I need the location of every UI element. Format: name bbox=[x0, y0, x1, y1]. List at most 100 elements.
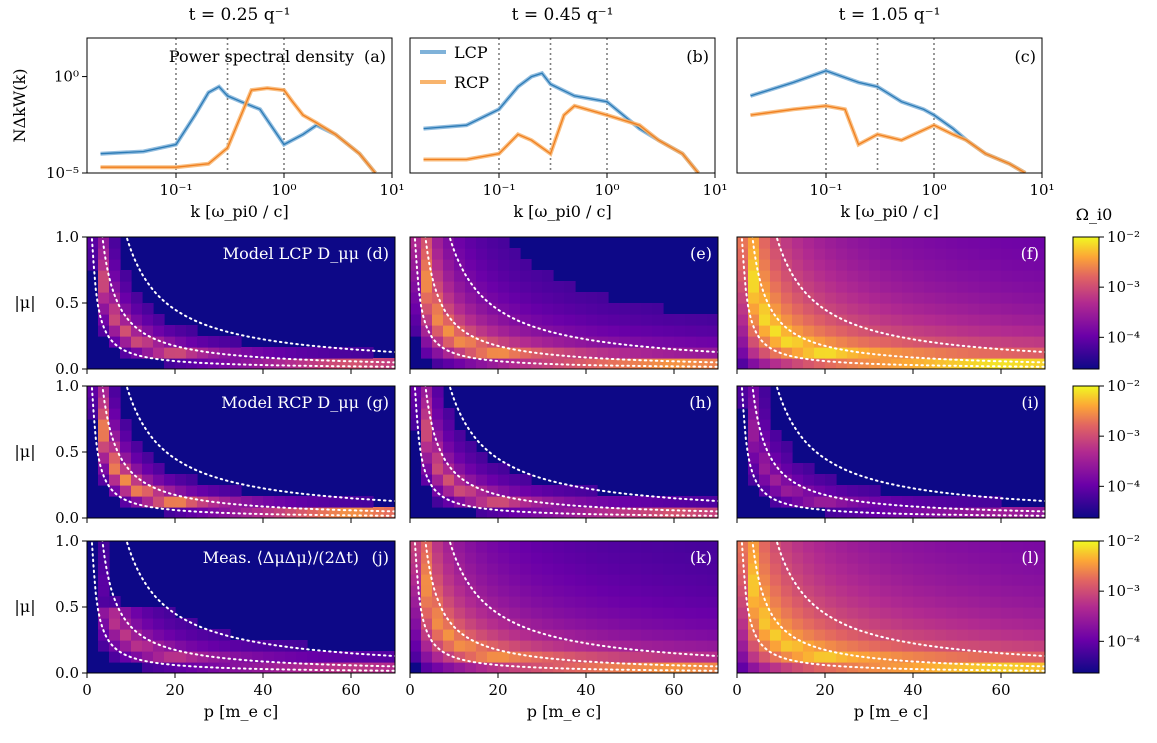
heatmap-cell bbox=[586, 596, 598, 608]
heatmap-cell bbox=[652, 629, 664, 641]
heatmap-cell bbox=[836, 248, 848, 260]
heatmap-cell bbox=[935, 607, 947, 619]
heatmap-cell bbox=[175, 325, 187, 337]
heatmap-cell bbox=[443, 270, 455, 282]
heatmap-cell bbox=[825, 563, 837, 575]
heatmap-cell bbox=[465, 303, 477, 315]
heatmap-cell bbox=[781, 441, 793, 453]
heatmap-cell bbox=[142, 485, 154, 497]
heatmap-cell bbox=[825, 640, 837, 652]
heatmap-cell bbox=[924, 574, 936, 586]
heatmap-cell bbox=[847, 574, 859, 586]
panel-tag: (g) bbox=[366, 393, 389, 412]
heatmap-cell bbox=[410, 651, 422, 663]
heatmap-cell bbox=[351, 358, 363, 369]
heatmap-cell bbox=[362, 347, 374, 359]
heatmap-cell bbox=[759, 574, 771, 586]
heatmap-cell bbox=[531, 336, 543, 348]
heatmap-cell bbox=[814, 474, 826, 486]
heatmap-cell bbox=[421, 463, 433, 475]
heatmap-cell bbox=[208, 662, 220, 673]
heatmap-cell bbox=[454, 585, 466, 597]
heatmap-cell bbox=[520, 507, 532, 518]
heatmap-cell bbox=[858, 585, 870, 597]
heatmap-cell bbox=[990, 496, 1002, 508]
heatmap-cell bbox=[902, 596, 914, 608]
heatmap-cell bbox=[153, 325, 165, 337]
heatmap-cell bbox=[175, 662, 187, 673]
heatmap-cell bbox=[748, 463, 760, 475]
heatmap-cell bbox=[1023, 574, 1035, 586]
heatmap-cell bbox=[542, 640, 554, 652]
heatmap-cell bbox=[990, 662, 1002, 673]
heatmap-cell bbox=[520, 270, 532, 282]
heatmap-cell bbox=[553, 574, 565, 586]
heatmap-cell bbox=[476, 585, 488, 597]
heatmap-cell bbox=[1001, 651, 1013, 663]
heatmap-cell bbox=[759, 292, 771, 304]
heatmap-cell bbox=[465, 563, 477, 575]
heatmap-cell bbox=[847, 496, 859, 508]
heatmap-cell bbox=[285, 662, 297, 673]
heatmap-cell bbox=[432, 596, 444, 608]
heatmap-cell bbox=[120, 640, 132, 652]
resonance-curve bbox=[424, 237, 718, 364]
heatmap-cell bbox=[351, 507, 363, 518]
heatmap-cell bbox=[935, 574, 947, 586]
heatmap-cell bbox=[924, 314, 936, 326]
heatmap-cell bbox=[520, 336, 532, 348]
heatmap-cell bbox=[814, 585, 826, 597]
heatmap-cell bbox=[498, 496, 510, 508]
heatmap-cell bbox=[1023, 336, 1035, 348]
heatmap-cell bbox=[880, 292, 892, 304]
heatmap-cell bbox=[454, 552, 466, 564]
heatmap-cell bbox=[803, 563, 815, 575]
heatmap-cell bbox=[476, 651, 488, 663]
heatmap-cell bbox=[685, 640, 697, 652]
heatmap-cell bbox=[465, 585, 477, 597]
heatmap-cell bbox=[792, 629, 804, 641]
heatmap-cell bbox=[685, 358, 697, 369]
heatmap-cell bbox=[979, 292, 991, 304]
heatmap-cell bbox=[197, 640, 209, 652]
heatmap-cell bbox=[803, 618, 815, 630]
series-LCP-fit bbox=[749, 68, 1027, 173]
heatmap-cell bbox=[641, 552, 653, 564]
heatmap-cell bbox=[487, 474, 499, 486]
x-tick-label: 60 bbox=[664, 681, 683, 699]
heatmap-cell bbox=[803, 237, 815, 249]
heatmap-cell bbox=[979, 358, 991, 369]
heatmap-cell bbox=[737, 607, 749, 619]
heatmap-cell bbox=[498, 507, 510, 518]
heatmap-cell bbox=[443, 419, 455, 431]
heatmap-cell bbox=[957, 347, 969, 359]
heatmap-cell bbox=[120, 629, 132, 641]
heatmap-cell bbox=[990, 563, 1002, 575]
heatmap-cell bbox=[1012, 640, 1024, 652]
heatmap-cell bbox=[498, 585, 510, 597]
heatmap-cell bbox=[858, 270, 870, 282]
heatmap-cell bbox=[1034, 574, 1045, 586]
heatmap-cell bbox=[825, 496, 837, 508]
heatmap-cell bbox=[575, 314, 587, 326]
heatmap-cell bbox=[770, 259, 782, 271]
x-axis-label: p [m_e c] bbox=[854, 702, 929, 721]
heatmap-cell bbox=[1034, 607, 1045, 619]
heatmap-cell bbox=[1001, 336, 1013, 348]
heatmap-cell bbox=[685, 607, 697, 619]
heatmap-cell bbox=[1034, 507, 1045, 518]
heatmap-cell bbox=[520, 563, 532, 575]
heatmap-cell bbox=[968, 325, 980, 337]
heatmap-cell bbox=[263, 662, 275, 673]
heatmap-cell bbox=[564, 629, 576, 641]
heatmap-cell bbox=[652, 662, 664, 673]
heatmap-cell bbox=[968, 281, 980, 293]
heatmap-cell bbox=[98, 303, 110, 315]
heatmap-cell bbox=[153, 485, 165, 497]
heatmap-cell bbox=[825, 336, 837, 348]
heatmap-cell bbox=[1034, 248, 1045, 260]
heatmap-cell bbox=[263, 651, 275, 663]
heatmap-cell bbox=[120, 292, 132, 304]
heatmap-cell bbox=[1034, 563, 1045, 575]
heatmap-cell bbox=[498, 485, 510, 497]
